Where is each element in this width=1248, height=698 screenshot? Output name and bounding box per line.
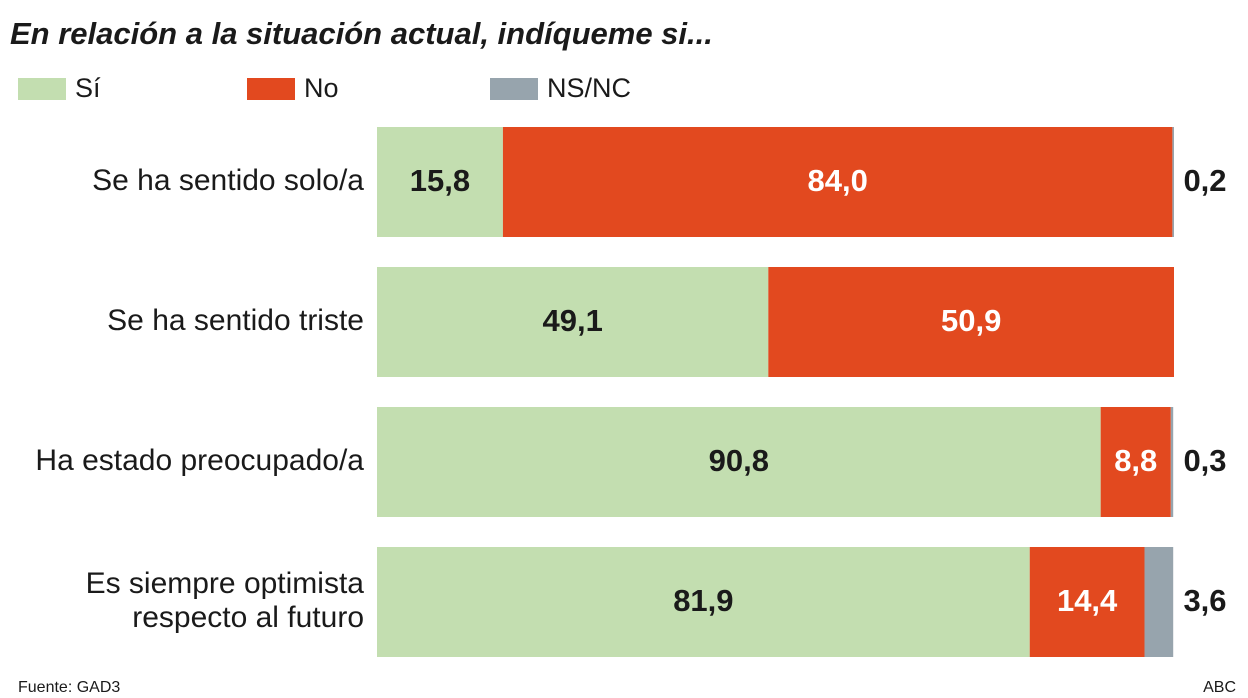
bar-segment xyxy=(377,547,1030,657)
legend-swatch xyxy=(490,78,538,100)
legend-label: Sí xyxy=(75,73,101,103)
bar-segment xyxy=(377,407,1101,517)
bar-segment xyxy=(502,127,1173,237)
value-label: 3,6 xyxy=(1183,583,1226,618)
bar-segment xyxy=(768,267,1174,377)
bar-segment xyxy=(1170,407,1174,517)
bar-segment xyxy=(1100,407,1171,517)
legend-label: NS/NC xyxy=(547,73,631,103)
value-label: 50,9 xyxy=(941,303,1001,338)
value-label: 14,4 xyxy=(1057,583,1118,618)
legend-swatch xyxy=(18,78,66,100)
category-label: Ha estado preocupado/a xyxy=(35,444,364,477)
chart-title: En relación a la situación actual, indíq… xyxy=(10,16,713,51)
value-label: 15,8 xyxy=(410,163,470,198)
bar-segment xyxy=(377,267,769,377)
category-label: Es siempre optimista xyxy=(86,567,365,600)
legend-label: No xyxy=(304,73,339,103)
bar-segment xyxy=(1172,127,1174,237)
value-label: 81,9 xyxy=(673,583,733,618)
credit: ABC xyxy=(1203,679,1236,696)
category-label: respecto al futuro xyxy=(132,601,364,634)
value-label: 84,0 xyxy=(807,163,867,198)
category-label: Se ha sentido triste xyxy=(107,304,364,337)
value-label: 8,8 xyxy=(1114,443,1157,478)
value-label: 0,2 xyxy=(1183,163,1226,198)
value-label: 90,8 xyxy=(709,443,769,478)
value-label: 49,1 xyxy=(542,303,602,338)
bar-segment xyxy=(1144,547,1174,657)
bar-segment xyxy=(1029,547,1145,657)
bar-segment xyxy=(377,127,503,237)
source: Fuente: GAD3 xyxy=(18,679,120,696)
category-label: Se ha sentido solo/a xyxy=(92,164,364,197)
legend-swatch xyxy=(247,78,295,100)
value-label: 0,3 xyxy=(1183,443,1226,478)
